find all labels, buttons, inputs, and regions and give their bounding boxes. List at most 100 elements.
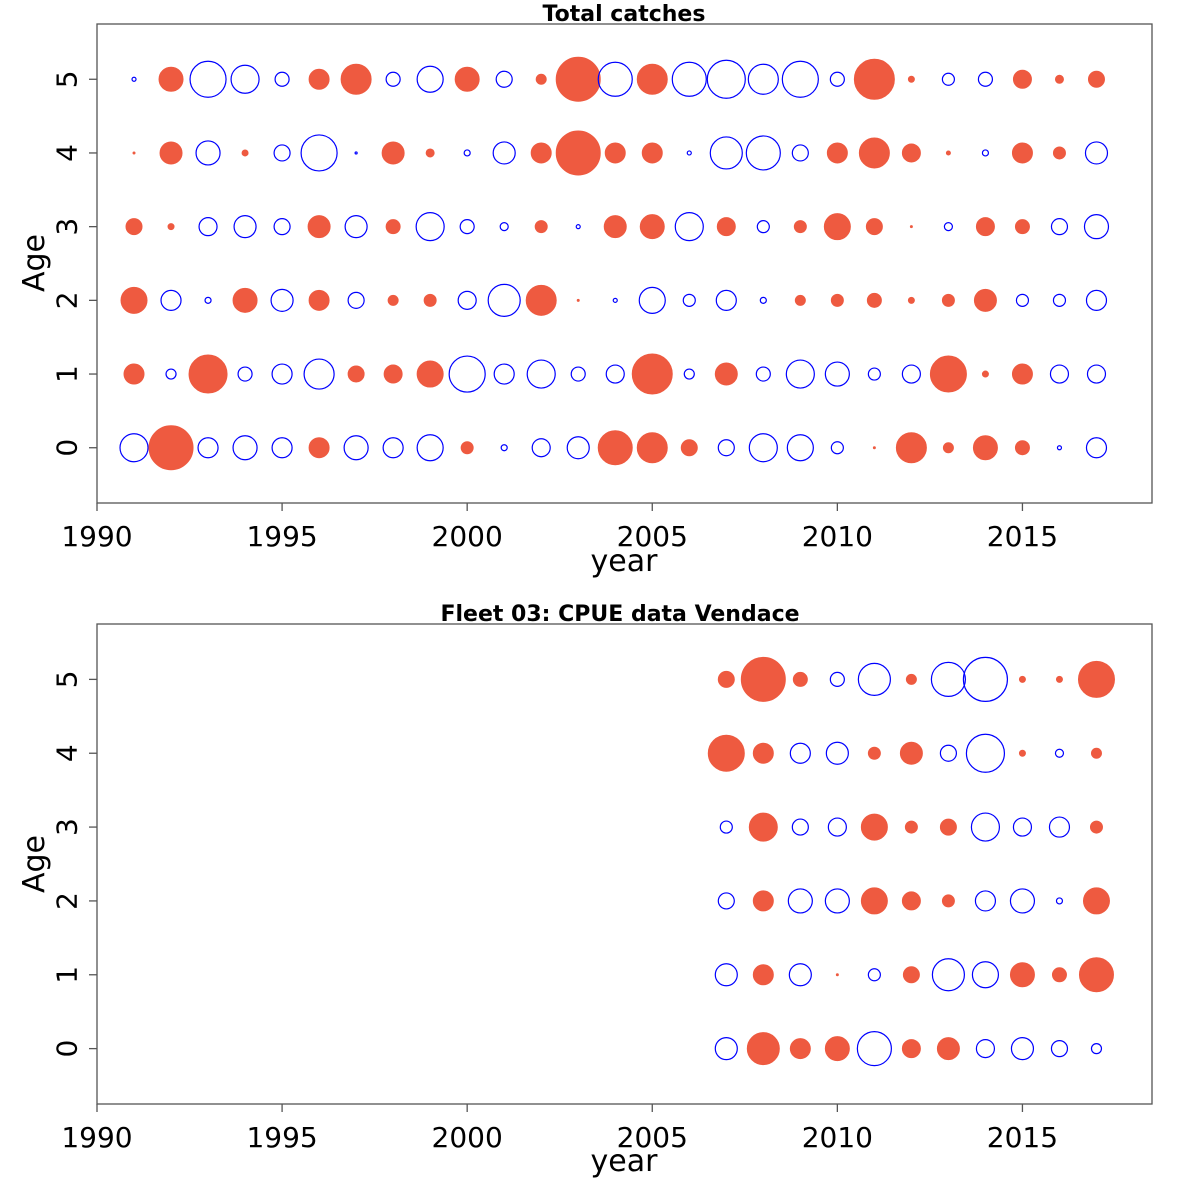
negative-residual-bubble	[1012, 817, 1033, 837]
negative-residual-bubble	[457, 290, 477, 310]
positive-residual-bubble	[636, 432, 668, 464]
negative-residual-bubble	[1050, 1040, 1069, 1058]
positive-residual-bubble	[1012, 69, 1032, 89]
negative-residual-bubble	[674, 212, 704, 242]
negative-residual-bubble	[939, 744, 958, 762]
negative-residual-bubble	[901, 364, 921, 384]
positive-residual-bubble	[241, 149, 249, 157]
positive-residual-bubble	[1011, 142, 1033, 164]
positive-residual-bubble	[973, 288, 997, 312]
negative-residual-bubble	[755, 366, 771, 382]
negative-residual-bubble	[791, 144, 809, 162]
negative-residual-bubble	[867, 367, 881, 381]
y-axis-label: Age	[17, 234, 52, 292]
negative-residual-bubble	[825, 741, 849, 765]
positive-residual-bubble	[752, 890, 774, 912]
positive-residual-bubble	[123, 363, 145, 385]
positive-residual-bubble	[1078, 957, 1114, 993]
positive-residual-bubble	[707, 734, 745, 772]
positive-residual-bubble	[752, 964, 774, 986]
positive-residual-bubble	[865, 218, 883, 236]
negative-residual-bubble	[706, 59, 746, 99]
positive-residual-bubble	[904, 820, 918, 834]
negative-residual-bubble	[1055, 897, 1064, 905]
positive-residual-bubble	[740, 656, 786, 702]
positive-residual-bubble	[1011, 363, 1033, 385]
negative-residual-bubble	[303, 358, 335, 390]
negative-residual-bubble	[354, 151, 358, 155]
negative-residual-bubble	[495, 70, 513, 88]
y-axis-label: Age	[17, 835, 52, 893]
negative-residual-bubble	[204, 296, 212, 304]
positive-residual-bubble	[381, 141, 405, 165]
negative-residual-bubble	[787, 888, 813, 914]
chart-title: Fleet 03: CPUE data Vendace	[440, 602, 799, 627]
positive-residual-bubble	[1018, 749, 1026, 757]
x-tick-label: 2015	[987, 1121, 1058, 1154]
negative-residual-bubble	[1085, 437, 1108, 459]
negative-residual-bubble	[981, 149, 990, 157]
x-tick-label: 2010	[802, 520, 873, 553]
positive-residual-bubble	[534, 220, 548, 234]
negative-residual-bubble	[575, 224, 581, 230]
y-tick-label: 2	[51, 892, 84, 910]
positive-residual-bubble	[387, 294, 399, 306]
positive-residual-bubble	[1082, 887, 1110, 915]
negative-residual-bubble	[487, 283, 521, 317]
y-tick-label: 5	[51, 670, 84, 688]
positive-residual-bubble	[1087, 70, 1105, 88]
positive-residual-bubble	[525, 284, 557, 316]
plot-frame	[96, 23, 1153, 504]
positive-residual-bubble	[576, 298, 580, 302]
positive-residual-bubble	[714, 362, 738, 386]
negative-residual-bubble	[1086, 364, 1107, 384]
positive-residual-bubble	[385, 219, 401, 235]
positive-residual-bubble	[717, 670, 735, 688]
negative-residual-bubble	[165, 368, 177, 380]
positive-residual-bubble	[125, 218, 143, 236]
negative-residual-bubble	[189, 60, 227, 98]
positive-residual-bubble	[159, 141, 183, 165]
negative-residual-bubble	[748, 433, 778, 463]
negative-residual-bubble	[785, 359, 815, 389]
y-tick-label: 4	[51, 744, 84, 762]
positive-residual-bubble	[824, 1036, 850, 1062]
positive-residual-bubble	[167, 223, 175, 231]
negative-residual-bubble	[867, 968, 881, 982]
positive-residual-bubble	[604, 142, 626, 164]
negative-residual-bubble	[1085, 289, 1108, 311]
negative-residual-bubble	[1015, 293, 1030, 307]
fleet-03-cpue-panel: Fleet 03: CPUE data Vendace 1990 1995 2000…	[17, 602, 1153, 1179]
positive-residual-bubble	[1014, 440, 1030, 456]
positive-residual-bubble	[120, 286, 148, 314]
y-tick-label: 0	[51, 1040, 84, 1058]
positive-residual-bubble	[866, 292, 882, 308]
negative-residual-bubble	[856, 1031, 892, 1067]
negative-residual-bubble	[686, 150, 692, 156]
positive-residual-bubble	[1018, 675, 1026, 683]
positive-residual-bubble	[826, 142, 848, 164]
positive-residual-bubble	[830, 293, 844, 307]
negative-residual-bubble	[270, 288, 294, 312]
positive-residual-bubble	[929, 355, 967, 393]
positive-residual-bubble	[308, 289, 330, 311]
negative-residual-bubble	[1050, 218, 1069, 236]
positive-residual-bubble	[1014, 219, 1030, 235]
negative-residual-bubble	[714, 1037, 738, 1061]
x-tick-label: 1990	[61, 1121, 132, 1154]
x-tick-label: 2005	[617, 1121, 688, 1154]
positive-residual-bubble	[232, 287, 258, 313]
positive-residual-bubble	[835, 973, 839, 977]
y-tick-label: 3	[51, 218, 84, 236]
positive-residual-bubble	[939, 818, 957, 836]
positive-residual-bubble	[1051, 967, 1067, 983]
negative-residual-bubble	[160, 289, 182, 311]
positive-residual-bubble	[899, 741, 923, 765]
positive-residual-bubble	[794, 294, 806, 306]
negative-residual-bubble	[717, 439, 735, 457]
positive-residual-bubble	[555, 56, 601, 102]
positive-residual-bubble	[909, 225, 913, 229]
negative-residual-bubble	[1090, 1043, 1103, 1055]
negative-residual-bubble	[271, 363, 293, 385]
positive-residual-bubble	[555, 130, 601, 176]
